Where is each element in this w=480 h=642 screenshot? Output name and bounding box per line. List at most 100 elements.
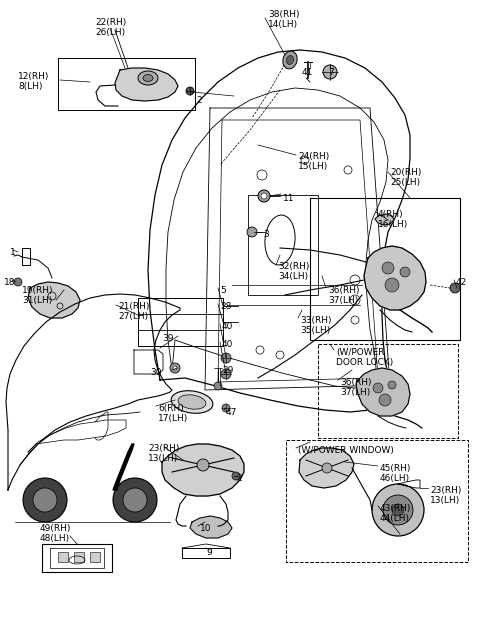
Polygon shape [28, 282, 80, 318]
Text: 23(RH): 23(RH) [430, 486, 461, 495]
Text: DOOR LOCK): DOOR LOCK) [336, 358, 393, 367]
Text: (W/POWER WINDOW): (W/POWER WINDOW) [298, 446, 394, 455]
Text: 11: 11 [283, 194, 295, 203]
Circle shape [221, 353, 231, 363]
Text: 40: 40 [222, 322, 233, 331]
Circle shape [379, 394, 391, 406]
Text: 15(LH): 15(LH) [298, 162, 328, 171]
Text: (W/POWER: (W/POWER [336, 348, 384, 357]
Circle shape [247, 227, 257, 237]
Polygon shape [375, 214, 394, 225]
Ellipse shape [171, 391, 213, 413]
Text: 22(RH): 22(RH) [95, 18, 126, 27]
Text: 14(LH): 14(LH) [268, 20, 298, 29]
Text: 5: 5 [220, 286, 226, 295]
Circle shape [258, 190, 270, 202]
Text: 36(RH): 36(RH) [340, 378, 372, 387]
Circle shape [261, 193, 267, 199]
Polygon shape [115, 68, 178, 101]
Text: 35(LH): 35(LH) [300, 326, 330, 335]
Text: 45(RH): 45(RH) [380, 464, 411, 473]
Text: 37(LH): 37(LH) [340, 388, 370, 397]
Circle shape [400, 267, 410, 277]
Polygon shape [356, 368, 410, 416]
Text: 41: 41 [302, 68, 313, 77]
Text: 4(RH): 4(RH) [378, 210, 404, 219]
Circle shape [232, 472, 240, 480]
Text: 30: 30 [150, 368, 161, 377]
Circle shape [197, 459, 209, 471]
Text: 17(LH): 17(LH) [158, 414, 188, 423]
Text: 20(RH): 20(RH) [390, 168, 421, 177]
Circle shape [186, 87, 194, 95]
Circle shape [373, 383, 383, 393]
Circle shape [123, 488, 147, 512]
Text: 19(RH): 19(RH) [22, 286, 53, 295]
Circle shape [385, 278, 399, 292]
Text: 37(LH): 37(LH) [328, 296, 358, 305]
Circle shape [173, 366, 177, 370]
Text: 46(LH): 46(LH) [380, 474, 410, 483]
Circle shape [33, 488, 57, 512]
Circle shape [221, 369, 231, 379]
Text: 33(RH): 33(RH) [300, 316, 332, 325]
Circle shape [214, 382, 222, 390]
Text: 25(LH): 25(LH) [390, 178, 420, 187]
Circle shape [382, 262, 394, 274]
Text: 38(RH): 38(RH) [268, 10, 300, 19]
Text: 27(LH): 27(LH) [118, 312, 148, 321]
Polygon shape [113, 444, 134, 490]
Text: 32(RH): 32(RH) [278, 262, 310, 271]
Circle shape [383, 495, 413, 525]
Circle shape [323, 65, 337, 79]
Text: 48(LH): 48(LH) [40, 534, 70, 543]
Circle shape [222, 404, 230, 412]
Text: 39: 39 [162, 334, 173, 343]
Circle shape [450, 283, 460, 293]
Bar [74, 552, 84, 562]
Circle shape [23, 478, 67, 522]
Text: 26(LH): 26(LH) [95, 28, 125, 37]
Text: 18: 18 [4, 278, 15, 287]
Text: 16(LH): 16(LH) [378, 220, 408, 229]
Text: 1: 1 [10, 248, 16, 257]
Bar [90, 552, 100, 562]
Circle shape [322, 463, 332, 473]
Circle shape [113, 478, 157, 522]
Circle shape [388, 381, 396, 389]
Text: 13(LH): 13(LH) [148, 454, 178, 463]
Text: 42: 42 [456, 278, 467, 287]
Text: 23(RH): 23(RH) [148, 444, 180, 453]
Text: 49(RH): 49(RH) [40, 524, 72, 533]
Text: 24(RH): 24(RH) [298, 152, 329, 161]
Text: 9: 9 [206, 548, 212, 557]
Text: 31(LH): 31(LH) [22, 296, 52, 305]
Text: 3: 3 [263, 230, 269, 239]
Circle shape [14, 278, 22, 286]
Ellipse shape [143, 74, 153, 82]
Text: 21(RH): 21(RH) [118, 302, 149, 311]
Circle shape [372, 484, 424, 536]
Polygon shape [190, 516, 232, 538]
Polygon shape [162, 444, 244, 496]
Circle shape [170, 363, 180, 373]
Polygon shape [299, 448, 354, 488]
Text: 12(RH): 12(RH) [18, 72, 49, 81]
Text: 36(RH): 36(RH) [328, 286, 360, 295]
Text: 10: 10 [200, 524, 212, 533]
Text: 13(LH): 13(LH) [430, 496, 460, 505]
Text: 29: 29 [222, 366, 233, 375]
Text: 2: 2 [196, 96, 202, 105]
Text: 43(RH): 43(RH) [380, 504, 411, 513]
Bar [58, 552, 68, 562]
Ellipse shape [178, 395, 206, 409]
Text: 7: 7 [328, 68, 334, 77]
Text: 34(LH): 34(LH) [278, 272, 308, 281]
Circle shape [392, 504, 404, 516]
Ellipse shape [138, 71, 158, 85]
Text: 8(LH): 8(LH) [18, 82, 43, 91]
Ellipse shape [287, 56, 294, 64]
Bar [248, 195, 318, 295]
Text: 6(RH): 6(RH) [158, 404, 184, 413]
Polygon shape [364, 246, 426, 310]
